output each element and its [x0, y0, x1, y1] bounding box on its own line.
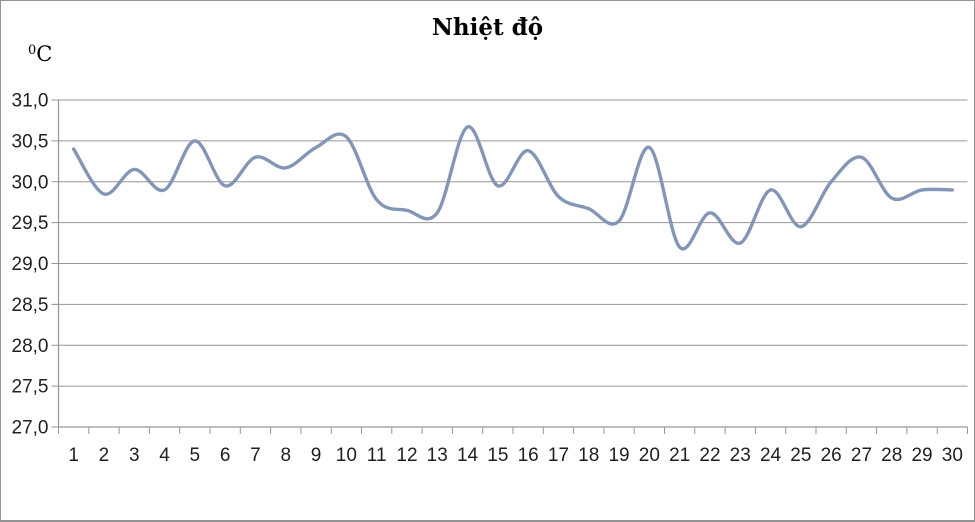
y-axis-tick-label: 27,0	[12, 418, 49, 439]
x-axis-tick-label: 25	[790, 445, 811, 466]
y-axis-tick-label: 28,0	[12, 336, 49, 357]
y-axis-unit-superscript: 0	[28, 43, 37, 58]
temperature-series-line	[71, 125, 955, 251]
y-axis-tick-label: 30,0	[12, 172, 49, 193]
y-axis-unit-letter: C	[36, 42, 53, 66]
x-axis-tick-label: 19	[608, 445, 629, 466]
x-axis-tick-label: 26	[821, 445, 842, 466]
y-axis-tick-label: 27,5	[12, 377, 49, 398]
x-axis-tick-label: 23	[730, 445, 751, 466]
x-axis-tick-label: 6	[220, 445, 231, 466]
x-axis-tick-label: 10	[336, 445, 357, 466]
x-axis-tick-label: 28	[881, 445, 902, 466]
y-axis-tick-label: 30,5	[12, 131, 49, 152]
x-axis-tick-label: 18	[578, 445, 599, 466]
y-axis-tick-label: 29,0	[12, 254, 49, 275]
x-axis-tick-label: 4	[159, 445, 170, 466]
y-axis-unit-label: 0C	[28, 42, 52, 66]
x-axis-tick-label: 24	[760, 445, 782, 466]
x-axis-tick-label: 14	[457, 445, 479, 466]
x-axis-tick-label: 2	[99, 445, 110, 466]
chart-title: Nhiệt độ	[431, 14, 544, 41]
x-axis-tick-label: 8	[280, 445, 291, 466]
x-axis-tick-label: 30	[942, 445, 963, 466]
x-axis-tick-label: 1	[68, 445, 79, 466]
x-axis-tick-label: 21	[669, 445, 690, 466]
x-axis-tick-label: 27	[851, 445, 872, 466]
x-axis-tick-label: 12	[396, 445, 417, 466]
x-axis-tick-label: 17	[548, 445, 569, 466]
y-axis-tick-label: 29,5	[12, 213, 49, 234]
x-axis-tick-label: 20	[639, 445, 660, 466]
x-axis-tick-label: 7	[250, 445, 261, 466]
y-axis-tick-label: 28,5	[12, 295, 49, 316]
x-axis-tick-label: 9	[311, 445, 322, 466]
x-axis-tick-label: 3	[129, 445, 140, 466]
x-axis-tick-label: 22	[699, 445, 720, 466]
x-axis-tick-label: 29	[911, 445, 932, 466]
x-axis-tick-label: 15	[487, 445, 508, 466]
y-axis-tick-label: 31,0	[12, 91, 49, 112]
x-axis-tick-label: 11	[367, 445, 387, 466]
x-axis-tick-label: 16	[518, 445, 539, 466]
x-axis-tick-label: 13	[427, 445, 448, 466]
x-axis-tick-label: 5	[190, 445, 201, 466]
